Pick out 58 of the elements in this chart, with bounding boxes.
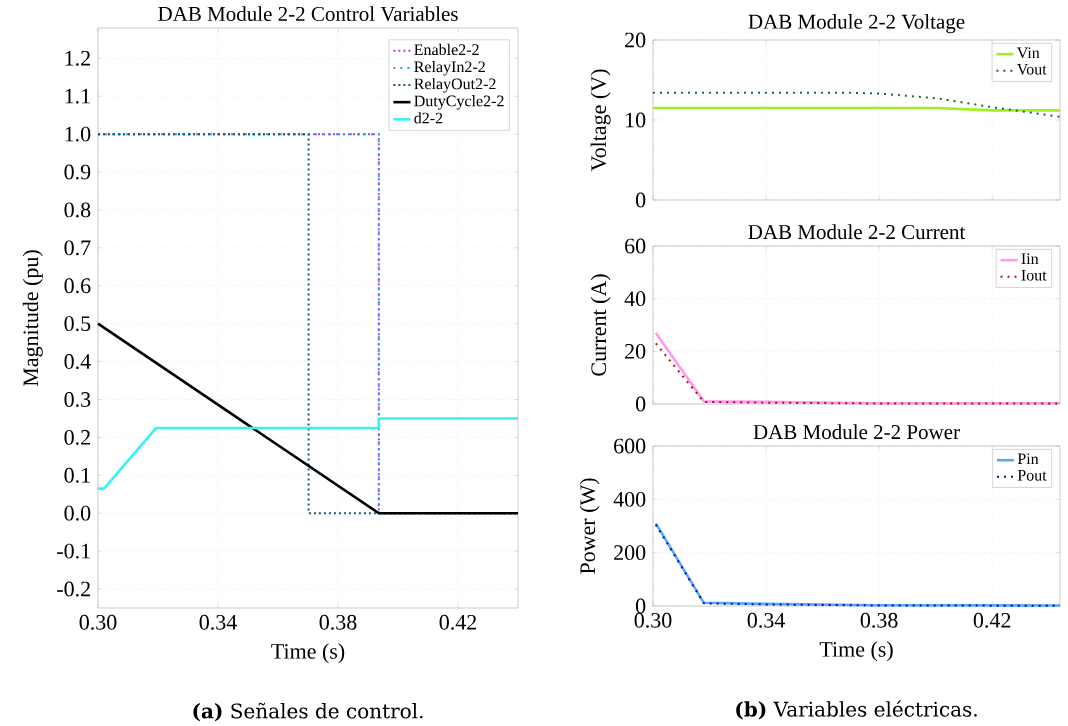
y-tick-label: 0.8 — [64, 202, 91, 218]
y-tick-label: 0 — [635, 598, 646, 614]
y-tick-label: 1.0 — [65, 126, 91, 142]
y-axis-title: Voltage (V) — [590, 69, 611, 172]
y-tick-label: 600 — [614, 438, 646, 454]
legend-label: DutyCycle2-2 — [414, 95, 504, 110]
x-tick-label: 0.42 — [973, 612, 1011, 628]
text: (a) Señales de control. — [193, 702, 423, 722]
chart-title: DAB Module 2-2 Power — [753, 424, 960, 440]
x-tick-label: 0.30 — [634, 612, 672, 628]
x-tick-label: 0.42 — [439, 614, 477, 630]
y-tick-label: -0.2 — [57, 581, 90, 597]
y-tick-label: 0.6 — [64, 278, 91, 294]
y-axis-title: Current (A) — [590, 274, 611, 376]
y-tick-label: 40 — [624, 291, 646, 307]
legend-label: Vout — [1016, 63, 1047, 75]
x-tick-label: 0.34 — [199, 614, 237, 630]
chart-title: DAB Module 2-2 Voltage — [748, 14, 965, 34]
legend-label: d2-2 — [414, 112, 443, 124]
x-tick-label: 0.30 — [79, 614, 117, 630]
y-tick-label: 400 — [613, 491, 646, 507]
y-tick-label: 20 — [625, 343, 646, 359]
y-tick-label: 0 — [635, 192, 646, 208]
x-axis-title: Time (s) — [271, 643, 345, 664]
y-tick-label: 0.7 — [64, 240, 91, 256]
y-tick-label: 1.1 — [65, 88, 90, 104]
y-tick-label: 0.4 — [64, 354, 91, 370]
y-axis-title: Magnitude (pu) — [22, 250, 43, 387]
legend-label: Vin — [1016, 47, 1040, 59]
chart-title: DAB Module 2-2 Current — [748, 224, 966, 240]
y-tick-label: 0 — [635, 396, 646, 412]
legend-label: RelayIn2-2 — [414, 60, 485, 76]
x-tick-label: 0.38 — [319, 614, 357, 630]
y-tick-label: 0.0 — [64, 505, 91, 521]
y-tick-label: 10 — [626, 112, 646, 128]
legend-label: RelayOut2-2 — [414, 78, 496, 93]
text: (b) Variables eléctricas. — [736, 700, 977, 720]
y-tick-label: 0.5 — [64, 316, 91, 332]
x-tick-label: 0.38 — [860, 612, 898, 628]
legend-label: Pout — [1017, 469, 1047, 481]
x-axis-title: Time (s) — [819, 641, 893, 662]
y-axis-title: Power (W) — [579, 478, 600, 574]
legend-label: Iin — [1021, 253, 1039, 264]
y-tick-label: -0.1 — [57, 543, 90, 559]
y-tick-label: 20 — [625, 32, 646, 48]
x-tick-label: 0.34 — [747, 612, 785, 628]
y-tick-label: 60 — [625, 238, 646, 254]
y-tick-label: 0.1 — [64, 467, 90, 483]
legend-label: Enable2-2 — [414, 43, 479, 56]
chart-title: DAB Module 2-2 Control Variables — [158, 6, 458, 22]
legend-label: Iout — [1021, 269, 1047, 281]
line-series — [652, 91, 1062, 118]
y-tick-label: 0.2 — [64, 429, 90, 445]
legend-label: Pin — [1017, 453, 1039, 464]
y-tick-label: 0.9 — [64, 164, 91, 180]
y-tick-label: 200 — [614, 545, 646, 561]
y-tick-label: 0.3 — [64, 392, 91, 407]
y-tick-label: 1.2 — [65, 50, 90, 66]
